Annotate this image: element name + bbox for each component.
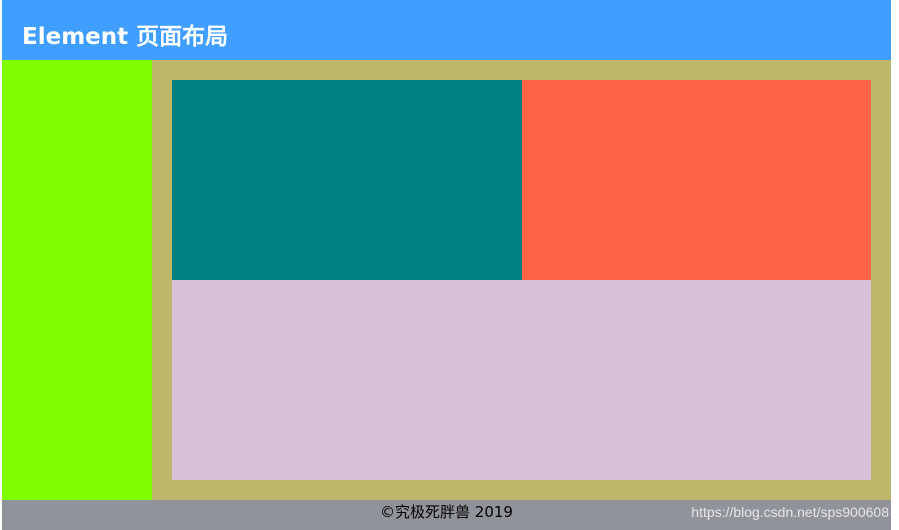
content-block-bottom — [172, 280, 871, 480]
page-title: Element 页面布局 — [22, 24, 229, 50]
watermark-url: https://blog.csdn.net/sps900608 — [691, 504, 889, 520]
footer-copyright: ©究极死胖兽 2019 — [380, 503, 513, 521]
content-block-top-left — [172, 80, 522, 280]
content-block-top-right — [522, 80, 871, 280]
page-footer: ©究极死胖兽 2019 — [2, 500, 891, 530]
sidebar — [2, 60, 152, 500]
main-content — [152, 60, 891, 500]
page-header: Element 页面布局 — [2, 0, 891, 60]
